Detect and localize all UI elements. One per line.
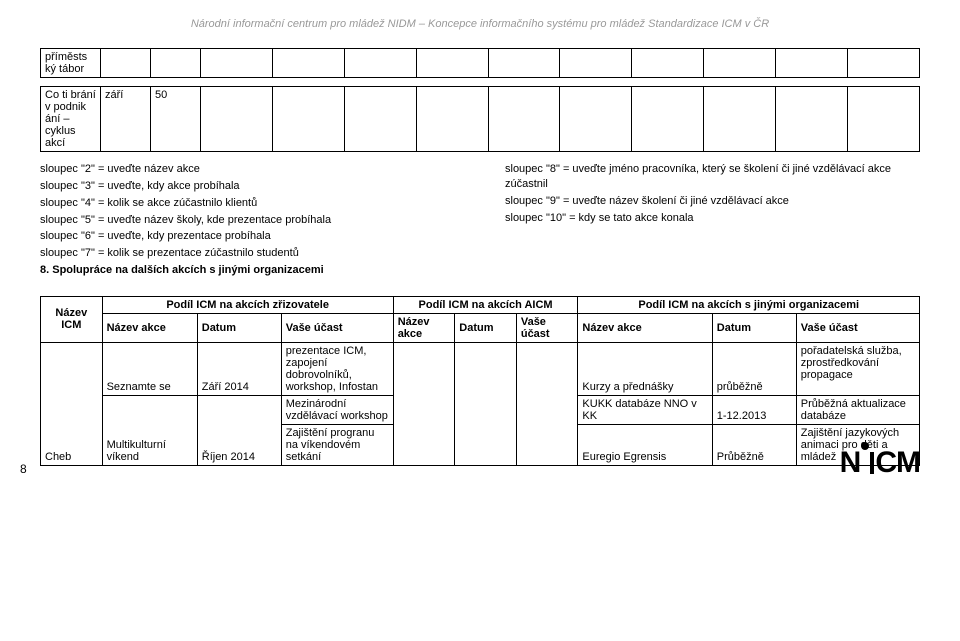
- logo-letter: C: [875, 446, 896, 479]
- logo-letter: N: [840, 446, 861, 479]
- cell: prezentace ICM, zapojení dobrovolníků, w…: [281, 342, 393, 395]
- page-number: 8: [20, 462, 27, 476]
- cell: Září 2014: [197, 342, 281, 395]
- cell: Euregio Egrensis: [578, 424, 712, 465]
- cell: Říjen 2014: [197, 395, 281, 465]
- legend-line: sloupec "6" = uveďte, kdy prezentace pro…: [40, 229, 455, 244]
- cell: Kurzy a přednášky: [578, 342, 712, 395]
- th: Vaše účast: [516, 313, 578, 342]
- page-header: Národní informační centrum pro mládež NI…: [40, 18, 920, 30]
- cell: Mezinárodní vzdělávací workshop: [281, 395, 393, 424]
- legend-line: sloupec "8" = uveďte jméno pracovníka, k…: [505, 162, 920, 192]
- cell: září: [101, 87, 151, 152]
- th: Vaše účast: [796, 313, 919, 342]
- cell: 50: [151, 87, 201, 152]
- cell: Zajištění progranu na víkendovém setkání: [281, 424, 393, 465]
- cell: 1-12.2013: [712, 395, 796, 424]
- th: Datum: [455, 313, 517, 342]
- th: Datum: [197, 313, 281, 342]
- cell: Seznamte se: [102, 342, 197, 395]
- th: Název akce: [102, 313, 197, 342]
- th: Datum: [712, 313, 796, 342]
- th-group2: Podíl ICM na akcích AICM: [393, 296, 578, 313]
- th-group3: Podíl ICM na akcích s jinými organizacem…: [578, 296, 920, 313]
- legend-line: sloupec "4" = kolik se akce zúčastnilo k…: [40, 196, 455, 211]
- legend-line: sloupec "3" = uveďte, kdy akce probíhala: [40, 179, 455, 194]
- cell-city: Cheb: [41, 342, 103, 465]
- legend-line: sloupec "10" = kdy se tato akce konala: [505, 211, 920, 226]
- legend-line: sloupec "9" = uveďte název školení či ji…: [505, 194, 920, 209]
- th-group1: Podíl ICM na akcích zřizovatele: [102, 296, 393, 313]
- th: Název akce: [393, 313, 455, 342]
- table-row: Cheb Seznamte se Září 2014 prezentace IC…: [41, 342, 920, 395]
- cell: KUKK databáze NNO v KK: [578, 395, 712, 424]
- cell: Multikulturní víkend: [102, 395, 197, 465]
- th: Vaše účast: [281, 313, 393, 342]
- cell: Co ti brání v podnik ání – cyklus akcí: [41, 87, 101, 152]
- logo-i-icon: [870, 452, 874, 474]
- cell: Průběžná aktualizace databáze: [796, 395, 919, 424]
- cell: Průběžně: [712, 424, 796, 465]
- cell: příměsts ký tábor: [41, 49, 101, 78]
- logo-letter: M: [896, 446, 920, 479]
- legend-line: sloupec "7" = kolik se prezentace zúčast…: [40, 246, 455, 261]
- th: Název akce: [578, 313, 712, 342]
- logo-dot-icon: [861, 442, 869, 450]
- cell: pořadatelská služba, zprostředkování pro…: [796, 342, 919, 395]
- legend-columns: sloupec "2" = uveďte název akce sloupec …: [40, 162, 920, 280]
- legend-heading: 8. Spolupráce na dalších akcích s jinými…: [40, 263, 455, 278]
- th-nazev-icm: Název ICM: [41, 296, 103, 342]
- nicm-logo: NCM: [840, 442, 920, 480]
- upper-table-1: příměsts ký tábor: [40, 48, 920, 78]
- legend-line: sloupec "2" = uveďte název akce: [40, 162, 455, 177]
- cell: průběžně: [712, 342, 796, 395]
- legend-line: sloupec "5" = uveďte název školy, kde pr…: [40, 213, 455, 228]
- upper-table-2: Co ti brání v podnik ání – cyklus akcí z…: [40, 86, 920, 152]
- main-table: Název ICM Podíl ICM na akcích zřizovatel…: [40, 296, 920, 466]
